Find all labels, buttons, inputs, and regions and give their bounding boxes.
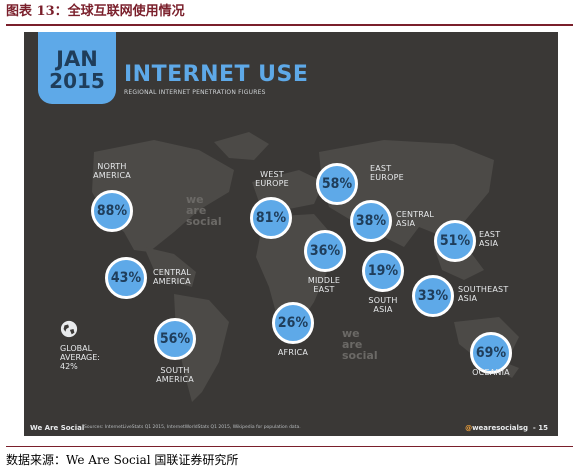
region-label-east-europe: EAST EUROPE: [370, 164, 404, 182]
watermark-line: social: [186, 215, 222, 228]
region-label-central-asia: CENTRAL ASIA: [396, 210, 435, 228]
region-label-oceania: OCEANIA: [472, 368, 510, 377]
region-label-middle-east: MIDDLE EAST: [307, 276, 341, 294]
footer-sources: Sources: InternetLiveStats Q1 2015, Inte…: [84, 425, 301, 430]
watermark-line: are: [186, 204, 207, 217]
bubble-east-asia: 51%: [434, 220, 476, 262]
region-label-southeast-asia: SOUTHEAST ASIA: [458, 285, 509, 303]
internet-use-slide: JAN 2015 INTERNET USE REGIONAL INTERNET …: [24, 32, 558, 436]
globe-icon: [60, 320, 78, 338]
page-number: 15: [538, 424, 548, 432]
caption-rule: [6, 24, 573, 26]
bubble-central-asia: 38%: [350, 200, 392, 242]
bubble-south-america: 56%: [154, 318, 196, 360]
bubble-africa: 26%: [272, 302, 314, 344]
figure-caption: 图表 13：全球互联网使用情况: [6, 4, 185, 19]
bubble-north-america: 88%: [91, 190, 133, 232]
footer-handle: @wearesocialsg - 15: [465, 424, 548, 432]
slide-subtitle: REGIONAL INTERNET PENETRATION FIGURES: [124, 89, 266, 96]
bubble-west-europe: 81%: [250, 197, 292, 239]
we-are-social-watermark: we are social: [342, 328, 378, 361]
global-average: GLOBAL AVERAGE: 42%: [60, 344, 101, 371]
watermark-line: we: [342, 327, 360, 340]
bubble-east-europe: 58%: [316, 163, 358, 205]
date-badge: JAN 2015: [38, 32, 116, 104]
at-icon: @: [465, 424, 473, 432]
region-label-south-america: SOUTH AMERICA: [156, 366, 194, 384]
region-label-north-america: NORTH AMERICA: [93, 162, 131, 180]
badge-month: JAN: [56, 47, 98, 71]
watermark-line: are: [342, 338, 363, 351]
bubble-central-america: 43%: [105, 257, 147, 299]
badge-year: 2015: [49, 69, 105, 93]
source-rule: [6, 446, 573, 447]
region-label-africa: AFRICA: [277, 348, 309, 357]
bubble-southeast-asia: 33%: [412, 275, 454, 317]
bubble-south-asia: 19%: [362, 250, 404, 292]
watermark-line: we: [186, 193, 204, 206]
region-label-east-asia: EAST ASIA: [479, 230, 501, 248]
watermark-line: social: [342, 349, 378, 362]
region-label-south-asia: SOUTH ASIA: [368, 296, 398, 314]
region-label-west-europe: WEST EUROPE: [255, 170, 289, 188]
bubble-middle-east: 36%: [304, 230, 346, 272]
slide-title: INTERNET USE: [124, 62, 309, 87]
bubble-oceania: 69%: [470, 332, 512, 374]
footer-brand: We Are Social: [30, 424, 85, 432]
data-source-note: 数据来源：We Are Social 国联证券研究所: [6, 453, 239, 467]
we-are-social-watermark: we are social: [186, 194, 222, 227]
region-label-central-america: CENTRAL AMERICA: [153, 268, 192, 286]
